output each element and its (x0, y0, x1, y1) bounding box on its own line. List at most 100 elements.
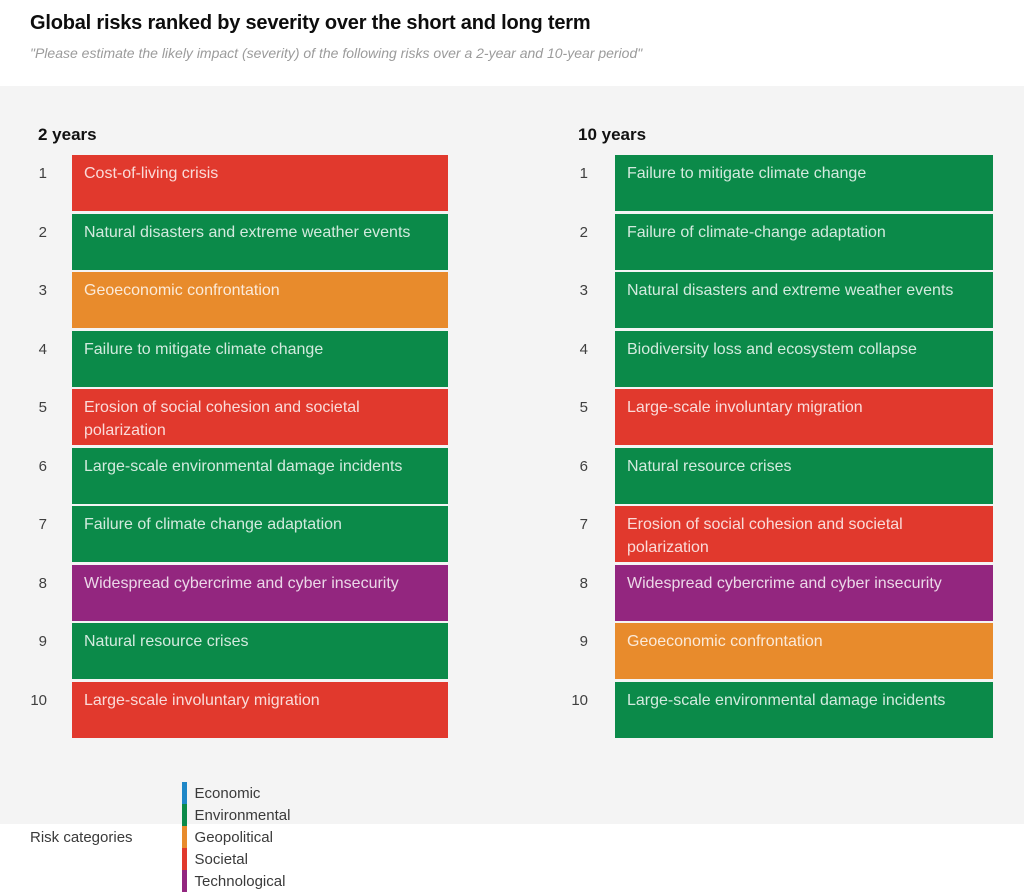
risk-name: Failure of climate change adaptation (84, 516, 342, 533)
legend-item-label: Societal (194, 850, 248, 868)
risk-name: Large-scale involuntary migration (627, 399, 863, 416)
risk-rank: 9 (38, 633, 47, 650)
risk-rank: 7 (579, 516, 588, 533)
risk-row: 10 Large-scale involuntary migration (30, 681, 448, 738)
chart-panel: 2 years 1 Cost-of-living crisis 2 Natural d… (0, 86, 1024, 892)
column-2-years: 2 years 1 Cost-of-living crisis 2 Natural d… (30, 126, 448, 740)
risk-bar-technological: Widespread cybercrime and cyber insecuri… (72, 564, 448, 621)
risk-row: 10 Large-scale environmental damage incid… (570, 681, 993, 738)
risk-bar-environmental: Natural disasters and extreme weather ev… (72, 213, 448, 270)
risk-row: 3 Geoeconomic confrontation (30, 272, 448, 328)
risk-bar-environmental: Failure to mitigate climate change (615, 155, 993, 211)
risk-name: Biodiversity loss and ecosystem collapse (627, 340, 917, 358)
risk-rank: 1 (579, 165, 588, 182)
risk-name: Natural disasters and extreme weather ev… (84, 223, 411, 241)
risk-name: Erosion of social cohesion and societal … (84, 399, 360, 439)
risk-bar-societal: Large-scale involuntary migration (72, 681, 448, 738)
risk-bar-environmental: Failure of climate-change adaptation (615, 213, 993, 270)
risk-name: Widespread cybercrime and cyber insecuri… (627, 574, 942, 592)
risk-name: Geoeconomic confrontation (84, 282, 280, 299)
risk-rank: 3 (38, 282, 47, 299)
societal-color-swatch (181, 848, 187, 870)
legend: Risk categories Economic Environmental Geo… (30, 782, 342, 892)
risk-bar-environmental: Biodiversity loss and ecosystem collapse (615, 330, 993, 387)
risk-row: 2 Failure of climate-change adaptation (570, 213, 993, 270)
legend-item-label: Technological (194, 872, 286, 890)
legend-item-economic: Economic (181, 782, 291, 804)
risk-bar-environmental: Failure to mitigate climate change (72, 330, 448, 387)
risk-name: Natural resource crises (84, 633, 249, 650)
risk-rank: 3 (579, 282, 588, 299)
risk-rank: 5 (38, 399, 47, 416)
risk-bar-societal: Erosion of social cohesion and societal … (72, 389, 448, 445)
risk-bar-environmental: Natural disasters and extreme weather ev… (615, 272, 993, 328)
risk-name: Large-scale environmental damage inciden… (84, 457, 403, 475)
risk-rank: 5 (579, 399, 588, 416)
risk-row: 6 Natural resource crises (570, 447, 993, 504)
risk-name: Failure to mitigate climate change (627, 165, 867, 182)
risk-rank: 10 (30, 691, 47, 709)
ranking-list-10-years: 1 Failure to mitigate climate change 2 Fail… (570, 155, 993, 738)
risk-rank: 8 (38, 574, 47, 592)
chart-header: Global risks ranked by severity over the… (0, 0, 1024, 61)
risk-row: 9 Geoeconomic confrontation (570, 623, 993, 679)
risk-bar-geopolitical: Geoeconomic confrontation (72, 272, 448, 328)
risk-row: 4 Failure to mitigate climate change (30, 330, 448, 387)
risk-row: 3 Natural disasters and extreme weather e… (570, 272, 993, 328)
legend-item-label: Economic (194, 784, 261, 802)
risk-bar-societal: Erosion of social cohesion and societal … (615, 506, 993, 562)
legend-item-societal: Societal (181, 848, 291, 870)
column-10-years: 10 years 1 Failure to mitigate climate ch… (570, 126, 993, 740)
risk-name: Failure to mitigate climate change (84, 340, 324, 358)
environmental-color-swatch (181, 804, 187, 826)
risk-row: 5 Erosion of social cohesion and societal… (30, 389, 448, 445)
risk-row: 4 Biodiversity loss and ecosystem collaps… (570, 330, 993, 387)
legend-item-technological: Technological (181, 870, 291, 892)
risk-bar-geopolitical: Geoeconomic confrontation (615, 623, 993, 679)
risk-bar-environmental: Natural resource crises (615, 447, 993, 504)
risk-row: 7 Failure of climate change adaptation (30, 506, 448, 562)
risk-name: Natural disasters and extreme weather ev… (627, 282, 954, 299)
risk-rank: 2 (579, 223, 588, 241)
risk-row: 6 Large-scale environmental damage incide… (30, 447, 448, 504)
risk-rank: 6 (579, 457, 588, 475)
risk-rank: 8 (579, 574, 588, 592)
chart-title: Global risks ranked by severity over the… (30, 12, 591, 34)
risk-bar-environmental: Large-scale environmental damage inciden… (615, 681, 993, 738)
ranking-list-2-years: 1 Cost-of-living crisis 2 Natural disasters… (30, 155, 448, 738)
risk-name: Cost-of-living crisis (84, 165, 219, 182)
technological-color-swatch (181, 870, 187, 892)
risk-rank: 10 (571, 691, 588, 709)
risk-name: Erosion of social cohesion and societal … (627, 516, 903, 556)
risk-name: Natural resource crises (627, 457, 792, 475)
risk-bar-societal: Cost-of-living crisis (72, 155, 448, 211)
risk-rank: 2 (38, 223, 47, 241)
risk-bar-technological: Widespread cybercrime and cyber insecuri… (615, 564, 993, 621)
risk-bar-environmental: Failure of climate change adaptation (72, 506, 448, 562)
geopolitical-color-swatch (181, 826, 187, 848)
legend-item-geopolitical: Geopolitical (181, 826, 291, 848)
risk-name: Large-scale involuntary migration (84, 691, 320, 709)
risk-row: 9 Natural resource crises (30, 623, 448, 679)
column-header-2-years: 2 years (38, 125, 97, 144)
risk-row: 2 Natural disasters and extreme weather e… (30, 213, 448, 270)
legend-item-label: Environmental (194, 806, 291, 824)
risk-rank: 6 (38, 457, 47, 475)
legend-label: Risk categories (30, 828, 133, 846)
risk-row: 1 Failure to mitigate climate change (570, 155, 993, 211)
risk-bar-societal: Large-scale involuntary migration (615, 389, 993, 445)
legend-item-label: Geopolitical (194, 828, 273, 846)
risk-name: Geoeconomic confrontation (627, 633, 823, 650)
risk-row: 8 Widespread cybercrime and cyber insecur… (570, 564, 993, 621)
legend-item-environmental: Environmental (181, 804, 291, 826)
risk-bar-environmental: Large-scale environmental damage inciden… (72, 447, 448, 504)
risk-rank: 9 (579, 633, 588, 650)
risk-row: 7 Erosion of social cohesion and societal… (570, 506, 993, 562)
risk-name: Widespread cybercrime and cyber insecuri… (84, 574, 399, 592)
risk-row: 1 Cost-of-living crisis (30, 155, 448, 211)
column-header-10-years: 10 years (578, 125, 647, 144)
risk-name: Large-scale environmental damage inciden… (627, 691, 946, 709)
risk-rank: 4 (38, 340, 47, 358)
legend-items: Economic Environmental Geopolitical Societa… (181, 782, 343, 892)
risk-rank: 1 (38, 165, 47, 182)
